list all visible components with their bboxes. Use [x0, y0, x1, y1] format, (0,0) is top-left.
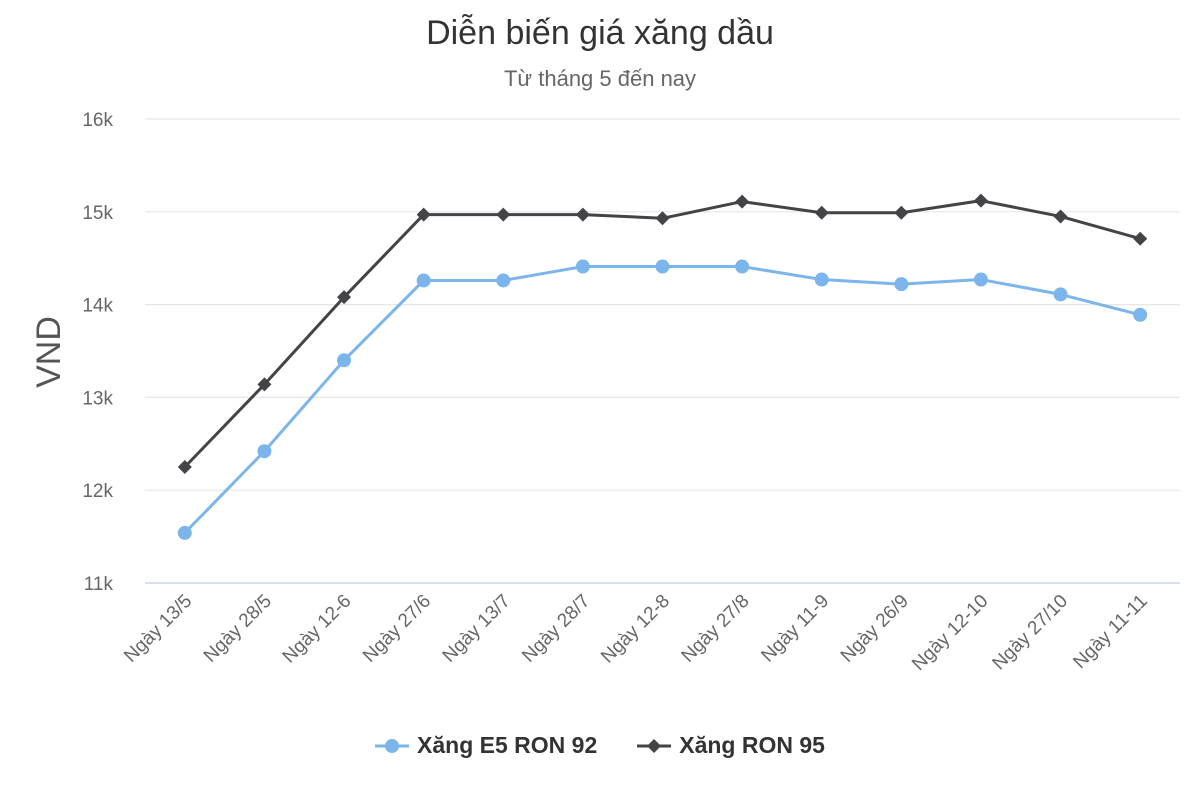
- data-point[interactable]: [575, 207, 590, 222]
- legend-label-ron95: Xăng RON 95: [679, 732, 825, 758]
- data-point[interactable]: [496, 273, 511, 288]
- series-line: [183, 199, 1141, 469]
- data-point[interactable]: [496, 207, 511, 222]
- data-point[interactable]: [416, 207, 431, 222]
- data-point[interactable]: [177, 460, 192, 474]
- chart-title: Diễn biến giá xăng dầu: [426, 14, 774, 52]
- x-tick-label: Ngày 13/5: [120, 591, 196, 667]
- y-axis: 11k 12k 13k 14k 15k 16k: [82, 110, 113, 595]
- data-point[interactable]: [735, 259, 750, 274]
- y-tick-label: 15k: [82, 203, 113, 224]
- x-tick-label: Ngày 12-6: [279, 591, 356, 668]
- data-point[interactable]: [177, 525, 192, 540]
- x-tick-label: Ngày 28/7: [518, 591, 594, 667]
- data-point[interactable]: [973, 272, 988, 287]
- data-point[interactable]: [337, 353, 352, 368]
- series-1: [177, 193, 1148, 474]
- data-point[interactable]: [337, 290, 352, 305]
- x-tick-label: Ngày 27/8: [678, 591, 754, 667]
- grid-lines: [145, 118, 1180, 584]
- x-tick-label: Ngày 28/5: [200, 591, 276, 667]
- x-tick-label: Ngày 12-8: [597, 591, 674, 668]
- x-tick-label: Ngày 13/7: [439, 591, 515, 667]
- data-point[interactable]: [257, 444, 272, 459]
- data-point[interactable]: [814, 205, 829, 220]
- series-line: [183, 265, 1141, 534]
- chart-subtitle: Từ tháng 5 đến nay: [503, 66, 697, 91]
- data-point[interactable]: [1053, 209, 1068, 224]
- data-point[interactable]: [257, 377, 272, 392]
- data-point[interactable]: [1133, 231, 1148, 246]
- data-point[interactable]: [655, 259, 670, 274]
- y-axis-label: VND: [30, 316, 68, 388]
- data-point[interactable]: [1133, 307, 1148, 322]
- data-point[interactable]: [575, 259, 590, 274]
- legend-label-e5: Xăng E5 RON 92: [417, 732, 598, 758]
- x-tick-label: Ngày 26/9: [837, 591, 913, 667]
- y-tick-label: 16k: [82, 110, 113, 131]
- x-tick-label: Ngày 27/10: [989, 591, 1073, 675]
- x-tick-label: Ngày 12-10: [908, 591, 992, 675]
- legend-circle-icon: [375, 738, 410, 753]
- data-point[interactable]: [416, 273, 431, 288]
- legend-item-e5[interactable]: Xăng E5 RON 92: [375, 732, 597, 759]
- series-group: [177, 193, 1148, 540]
- x-tick-label: Ngày 27/6: [359, 591, 435, 667]
- y-tick-label: 13k: [82, 388, 113, 409]
- x-tick-label: Ngày 11-9: [757, 591, 833, 667]
- y-tick-label: 11k: [84, 574, 114, 595]
- series-0: [177, 259, 1148, 540]
- legend-item-ron95[interactable]: Xăng RON 95: [637, 732, 825, 759]
- data-point[interactable]: [655, 211, 670, 226]
- y-tick-label: 12k: [82, 481, 113, 502]
- x-tick-label: Ngày 11-11: [1069, 591, 1151, 673]
- data-point[interactable]: [1053, 287, 1068, 302]
- data-point[interactable]: [735, 194, 750, 209]
- y-tick-label: 14k: [82, 296, 113, 317]
- data-point[interactable]: [973, 193, 988, 208]
- legend: Xăng E5 RON 92 Xăng RON 95: [0, 732, 1200, 759]
- data-point[interactable]: [894, 205, 909, 220]
- data-point[interactable]: [894, 277, 909, 292]
- x-axis: Ngày 13/5 Ngày 28/5 Ngày 12-6 Ngày 27/6 Ngày…: [120, 591, 1151, 675]
- data-point[interactable]: [814, 272, 829, 287]
- legend-diamond-icon: [637, 738, 672, 753]
